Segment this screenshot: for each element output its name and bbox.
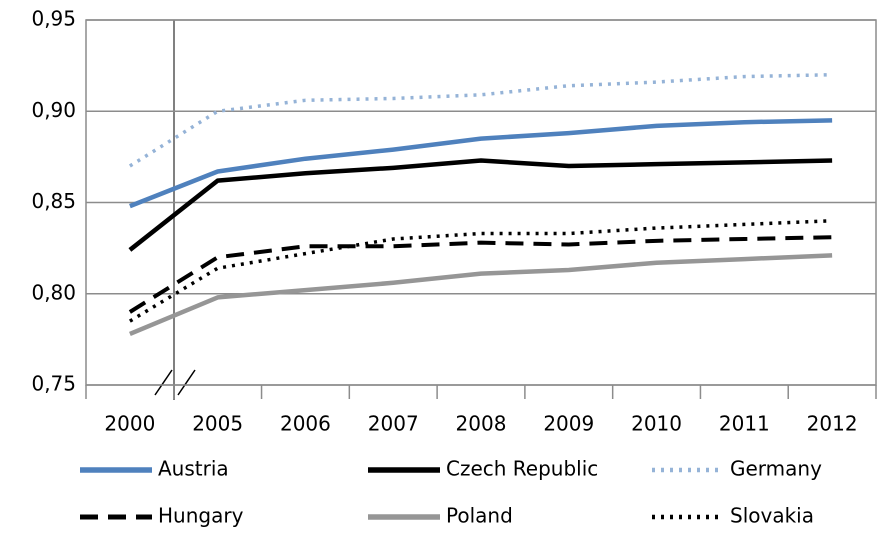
legend-label: Czech Republic — [446, 457, 598, 481]
x-tick-label: 2012 — [807, 412, 858, 436]
y-tick-label: 0,90 — [31, 98, 76, 122]
series-line — [129, 118, 833, 209]
series-line — [128, 73, 833, 168]
series-line — [128, 158, 833, 252]
legend-label: Germany — [730, 457, 822, 481]
legend-label: Hungary — [158, 504, 244, 528]
legend-label: Austria — [158, 457, 229, 481]
legend-label: Poland — [446, 504, 513, 528]
series-line — [128, 235, 833, 314]
y-tick-label: 0,85 — [31, 189, 76, 213]
x-tick-label: 2011 — [719, 412, 770, 436]
series-line — [129, 253, 833, 336]
series-line — [128, 219, 833, 323]
y-tick-label: 0,75 — [31, 372, 76, 396]
x-tick-label: 2006 — [280, 412, 331, 436]
x-tick-label: 2009 — [543, 412, 594, 436]
x-tick-label: 2005 — [192, 412, 243, 436]
y-tick-label: 0,80 — [31, 280, 76, 304]
y-tick-label: 0,95 — [31, 7, 76, 31]
x-tick-label: 2007 — [368, 412, 419, 436]
x-tick-label: 2008 — [456, 412, 507, 436]
x-tick-label: 2010 — [631, 412, 682, 436]
x-tick-label: 2000 — [104, 412, 155, 436]
axis-break-mark — [154, 369, 173, 396]
axis-break-mark — [177, 369, 196, 396]
legend-label: Slovakia — [730, 504, 814, 528]
